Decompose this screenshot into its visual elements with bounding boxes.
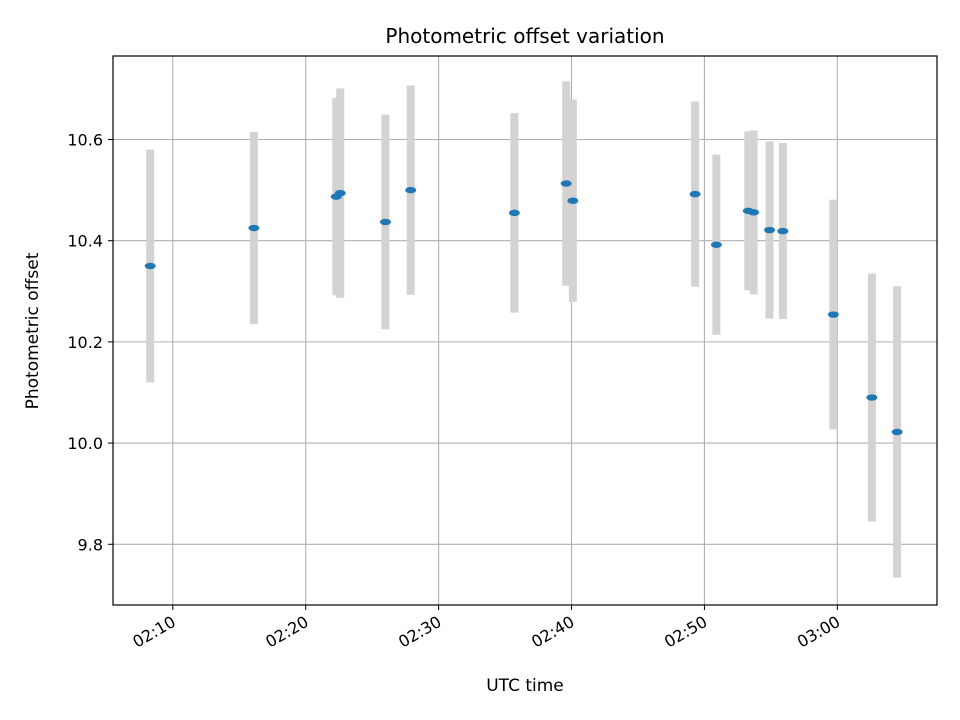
data-point: [866, 394, 878, 401]
y-tick-label: 10.2: [67, 333, 103, 352]
x-axis-label: UTC time: [486, 676, 564, 696]
data-point: [748, 209, 760, 216]
data-point: [710, 241, 722, 248]
y-axis-label: Photometric offset: [23, 252, 43, 409]
data-point: [379, 218, 391, 226]
data-point: [405, 186, 417, 194]
data-point: [891, 428, 903, 436]
y-tick-label: 10.0: [67, 434, 103, 453]
data-point: [827, 311, 839, 318]
data-point: [248, 224, 260, 232]
data-point: [777, 227, 789, 235]
data-point: [334, 189, 346, 197]
plot-frame: [112, 55, 938, 606]
y-tick-label: 10.6: [67, 130, 103, 149]
y-tick-label: 9.8: [78, 535, 103, 554]
chart-title: Photometric offset variation: [385, 24, 664, 48]
y-tick-label: 10.4: [67, 232, 103, 251]
data-point: [567, 197, 579, 204]
plot-area: [113, 56, 937, 605]
data-points: [144, 180, 903, 436]
data-point: [508, 209, 520, 217]
data-point: [689, 190, 701, 198]
data-point: [764, 226, 776, 234]
grid: [113, 56, 937, 605]
data-point: [144, 262, 156, 270]
data-point: [560, 180, 572, 187]
